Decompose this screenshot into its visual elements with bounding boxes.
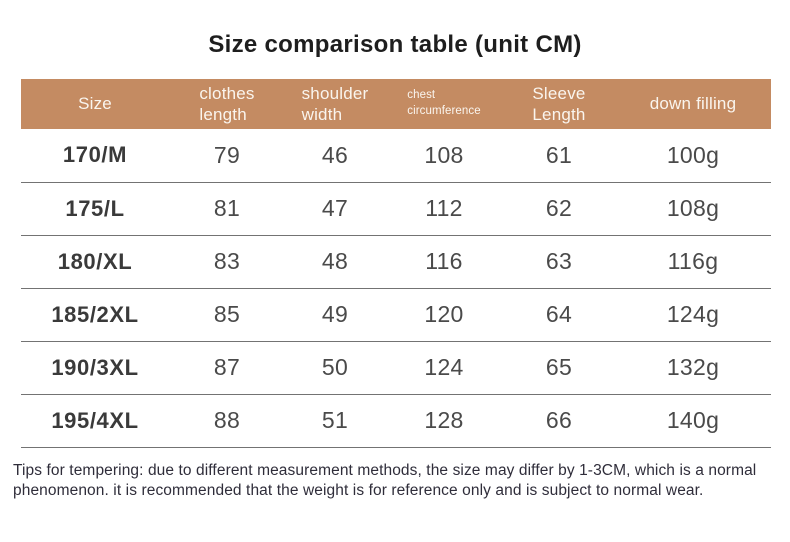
cell-down-filling: 132g	[615, 341, 771, 395]
cell-sleeve-length: 65	[503, 341, 615, 395]
cell-sleeve-length: 62	[503, 182, 615, 236]
header-label-line: shoulder	[301, 83, 369, 103]
cell-size: 185/2XL	[21, 288, 169, 342]
header-label-line: clothes	[199, 83, 255, 103]
table-body: 170/M 79 46 108 61 100g 175/L 81 47 112 …	[21, 129, 771, 448]
header-label: chest circumference	[407, 88, 481, 119]
header-label: shoulder width	[302, 83, 369, 126]
cell-clothes-length: 85	[169, 288, 285, 342]
cell-chest-circumference: 116	[385, 235, 503, 289]
cell-clothes-length: 87	[169, 341, 285, 395]
cell-size: 170/M	[21, 129, 169, 183]
cell-size: 175/L	[21, 182, 169, 236]
cell-shoulder-width: 51	[285, 394, 385, 448]
header-label-line: Size	[78, 94, 112, 114]
cell-down-filling: 100g	[615, 129, 771, 183]
table-row: 195/4XL 88 51 128 66 140g	[21, 394, 771, 448]
header-cell-clothes-length: clothes length	[169, 79, 285, 129]
header-label: Sleeve Length	[532, 83, 585, 126]
cell-sleeve-length: 64	[503, 288, 615, 342]
table-row: 175/L 81 47 112 62 108g	[21, 182, 771, 236]
table-header-row: Size clothes length shoulder width chest ci…	[21, 79, 771, 129]
header-label: Size	[78, 93, 112, 114]
header-cell-size: Size	[21, 79, 169, 129]
cell-shoulder-width: 47	[285, 182, 385, 236]
table-row: 190/3XL 87 50 124 65 132g	[21, 341, 771, 395]
cell-size: 195/4XL	[21, 394, 169, 448]
cell-chest-circumference: 120	[385, 288, 503, 342]
table-header: Size clothes length shoulder width chest ci…	[21, 79, 771, 129]
cell-down-filling: 116g	[615, 235, 771, 289]
size-comparison-table: Size clothes length shoulder width chest ci…	[21, 79, 771, 448]
cell-shoulder-width: 50	[285, 341, 385, 395]
cell-sleeve-length: 66	[503, 394, 615, 448]
cell-down-filling: 108g	[615, 182, 771, 236]
header-cell-shoulder-width: shoulder width	[285, 79, 385, 129]
cell-shoulder-width: 46	[285, 129, 385, 183]
header-label-line: Sleeve	[532, 83, 586, 103]
cell-clothes-length: 79	[169, 129, 285, 183]
header-label: clothes length	[199, 83, 254, 126]
cell-clothes-length: 81	[169, 182, 285, 236]
cell-clothes-length: 88	[169, 394, 285, 448]
header-label: down filling	[650, 93, 737, 114]
cell-chest-circumference: 108	[385, 129, 503, 183]
header-cell-sleeve-length: Sleeve Length	[503, 79, 615, 129]
table-row: 185/2XL 85 49 120 64 124g	[21, 288, 771, 342]
tips-note: Tips for tempering: due to different mea…	[13, 461, 757, 499]
cell-chest-circumference: 128	[385, 394, 503, 448]
header-cell-chest-circumference: chest circumference	[385, 79, 503, 129]
cell-chest-circumference: 112	[385, 182, 503, 236]
cell-size: 180/XL	[21, 235, 169, 289]
cell-sleeve-length: 61	[503, 129, 615, 183]
cell-size: 190/3XL	[21, 341, 169, 395]
header-cell-down-filling: down filling	[615, 79, 771, 129]
cell-clothes-length: 83	[169, 235, 285, 289]
table-row: 170/M 79 46 108 61 100g	[21, 129, 771, 183]
size-chart-page: Size comparison table (unit CM) Size clo…	[13, 31, 771, 499]
cell-down-filling: 140g	[615, 394, 771, 448]
cell-shoulder-width: 48	[285, 235, 385, 289]
cell-chest-circumference: 124	[385, 341, 503, 395]
cell-sleeve-length: 63	[503, 235, 615, 289]
cell-down-filling: 124g	[615, 288, 771, 342]
header-label-line: down filling	[649, 94, 737, 114]
page-title: Size comparison table (unit CM)	[208, 31, 582, 58]
header-label-line: chest	[407, 89, 436, 102]
header-label-line: circumference	[407, 105, 481, 117]
table-row: 180/XL 83 48 116 63 116g	[21, 235, 771, 289]
header-label-line: Length	[532, 105, 586, 124]
cell-shoulder-width: 49	[285, 288, 385, 342]
header-label-line: length	[199, 105, 247, 124]
header-label-line: width	[301, 105, 343, 124]
